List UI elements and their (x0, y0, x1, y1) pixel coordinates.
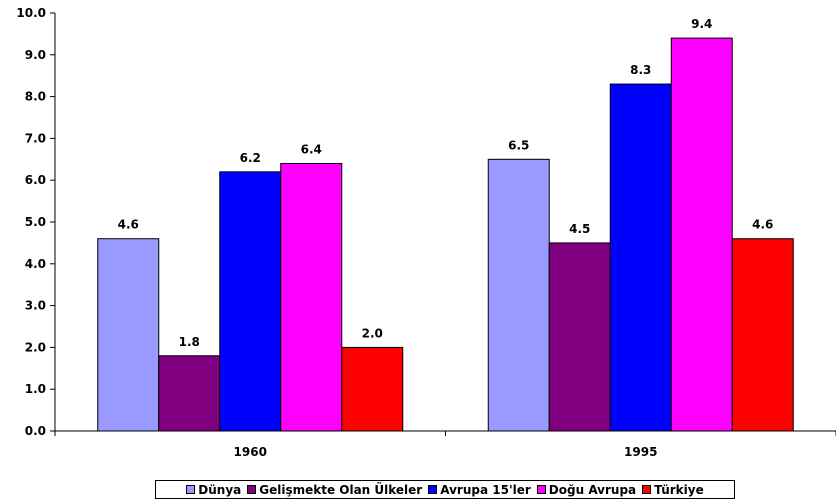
legend-item: Türkiye (642, 483, 704, 497)
legend-swatch (186, 485, 196, 494)
bar-value-label: 4.6 (118, 218, 139, 232)
bar (670, 37, 733, 432)
legend-label: Avrupa 15'ler (440, 482, 531, 497)
y-tick-label: 6.0 (25, 173, 46, 187)
legend-swatch (642, 485, 652, 494)
y-tick-label: 9.0 (25, 48, 46, 62)
data-labels: 4.6 1.8 6.2 6.4 2.0 6.5 4.5 8.3 9.4 4.6 (118, 17, 774, 349)
legend-swatch (247, 485, 257, 494)
bar-value-label: 1.8 (179, 335, 200, 349)
bar-value-label: 9.4 (691, 17, 712, 31)
bar-value-label: 4.6 (752, 218, 773, 232)
legend-item: Dünya (186, 483, 241, 497)
bar (487, 158, 550, 432)
legend-swatch (536, 485, 546, 494)
legend-item: Doğu Avrupa (536, 482, 637, 497)
bar-value-label: 2.0 (362, 326, 383, 340)
y-tick-label: 4.0 (25, 257, 46, 271)
legend-label: Doğu Avrupa (548, 482, 637, 497)
bar (97, 238, 160, 432)
bar (341, 346, 404, 432)
y-tick-label: 3.0 (25, 299, 46, 313)
bar (219, 171, 282, 432)
legend-label: Türkiye (654, 482, 704, 497)
bar-value-label: 4.5 (569, 222, 590, 236)
y-tick-label: 7.0 (25, 131, 46, 145)
legend-item: Avrupa 15'ler (428, 483, 531, 497)
bar (731, 238, 794, 432)
bar (609, 83, 672, 432)
x-axis: 1960 1995 (54, 430, 836, 459)
y-tick-label: 1.0 (25, 382, 46, 396)
x-category-label: 1995 (624, 445, 657, 459)
bar (280, 162, 343, 432)
bar-value-label: 6.2 (240, 151, 261, 165)
legend-label: Gelişmekte Olan Ülkeler (259, 482, 423, 497)
y-tick-label: 0.0 (25, 424, 46, 438)
y-tick-label: 10.0 (16, 6, 46, 20)
y-tick-label: 5.0 (25, 215, 46, 229)
bar-value-label: 6.4 (301, 142, 322, 156)
y-axis: 0.0 1.0 2.0 3.0 4.0 5.0 6.0 7.0 8.0 9.0 10.0 (16, 6, 56, 438)
y-tick-label: 8.0 (25, 90, 46, 104)
bar (158, 355, 221, 432)
legend-item: Gelişmekte Olan Ülkeler (247, 483, 422, 497)
bar-value-label: 8.3 (630, 63, 651, 77)
bar (548, 242, 611, 432)
bars (97, 37, 794, 432)
legend-swatch (428, 485, 438, 494)
x-category-label: 1960 (234, 445, 267, 459)
legend-label: Dünya (198, 482, 242, 497)
y-tick-label: 2.0 (25, 340, 46, 354)
bar-value-label: 6.5 (508, 138, 529, 152)
legend: Dünya Gelişmekte Olan Ülkeler Avrupa 15'le… (155, 480, 735, 499)
bar-chart: 0.01.02.03.04.05.06.07.08.09.010.0 1960 1… (16, 6, 836, 459)
